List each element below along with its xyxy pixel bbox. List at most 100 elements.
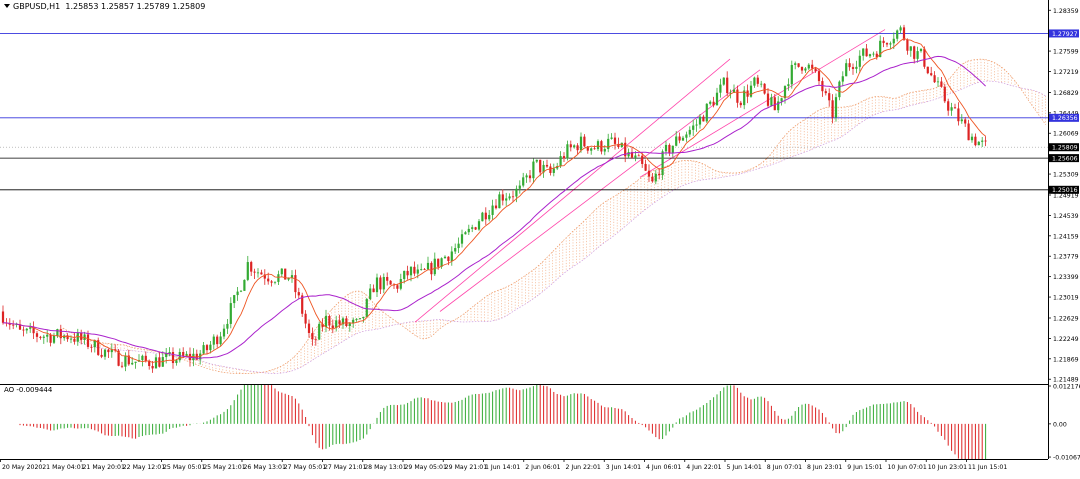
candle-body	[739, 102, 742, 106]
candle-body	[253, 271, 256, 273]
candle-body	[134, 361, 137, 363]
candle-body	[515, 188, 518, 197]
candle-body	[117, 350, 120, 366]
level-label: 1.27927	[1052, 31, 1078, 38]
time-tick-label: 20 May 2020	[2, 464, 42, 471]
price-tick-label: 1.24539	[1053, 213, 1079, 220]
candle-body	[375, 277, 379, 293]
candle-body	[365, 299, 368, 317]
time-tick-label: 27 May 21:01	[324, 464, 366, 471]
candle-body	[879, 40, 882, 58]
price-tick-label: 1.26069	[1053, 131, 1079, 138]
candle-body	[430, 262, 433, 275]
candle-body	[437, 258, 440, 267]
candle-body	[501, 194, 504, 201]
level-label: 1.25016	[1052, 187, 1078, 194]
level-labels: 1.27927 1.26356 1.25606 1.25016 1.25809	[1049, 29, 1079, 194]
candle-body	[923, 48, 926, 67]
candle-body	[443, 256, 447, 259]
candle-body	[545, 164, 549, 167]
candle-body	[236, 291, 239, 296]
candle-body	[90, 346, 93, 348]
candlesticks	[1, 24, 987, 373]
candle-body	[831, 100, 834, 118]
candle-body	[148, 360, 151, 366]
price-tick-label: 1.21869	[1053, 356, 1079, 363]
candle-body	[80, 332, 83, 340]
candle-body	[790, 64, 793, 85]
candle-body	[69, 338, 73, 340]
candle-body	[896, 30, 899, 39]
menu-triangle-icon[interactable]	[4, 4, 10, 8]
candle-body	[712, 101, 715, 106]
candle-body	[627, 152, 630, 157]
candle-body	[586, 146, 589, 151]
candle-body	[552, 168, 555, 173]
candle-body	[630, 152, 634, 158]
candle-body	[760, 83, 763, 85]
candle-body	[195, 353, 198, 360]
current-price-box	[1049, 143, 1079, 152]
candle-body	[93, 340, 96, 348]
time-tick-label: 4 Jun 06:01	[646, 464, 681, 471]
candle-body	[474, 227, 477, 230]
horizontal-levels[interactable]	[0, 33, 1048, 191]
level-label-box	[1049, 29, 1079, 38]
candle-body	[607, 138, 610, 150]
time-tick-label: 29 May 21:01	[445, 464, 487, 471]
candle-body	[420, 269, 423, 270]
price-tick-label: 1.27219	[1053, 69, 1079, 76]
candle-body	[454, 248, 457, 252]
candle-body	[256, 272, 260, 274]
price-tick-label: 1.24159	[1053, 233, 1079, 240]
candle-body	[484, 212, 487, 220]
candle-body	[882, 40, 885, 44]
candle-body	[127, 355, 130, 365]
candle-body	[318, 323, 321, 340]
candle-body	[933, 75, 936, 83]
time-tick-label: 2 Jun 22:01	[566, 464, 601, 471]
candle-body	[828, 93, 831, 101]
candle-body	[426, 262, 430, 270]
candle-body	[131, 362, 134, 365]
candle-body	[154, 357, 158, 369]
candle-body	[848, 63, 851, 68]
candle-body	[940, 81, 943, 87]
time-tick-label: 26 May 13:01	[244, 464, 286, 471]
candle-body	[685, 134, 688, 138]
candle-body	[511, 196, 515, 198]
candle-body	[467, 228, 470, 233]
candle-body	[209, 344, 212, 351]
candle-body	[49, 334, 52, 343]
candle-body	[386, 276, 389, 281]
price-tick-label: 1.26829	[1053, 90, 1079, 97]
candle-body	[726, 77, 729, 94]
candle-body	[834, 97, 838, 118]
candle-body	[447, 256, 450, 262]
price-tick-label: 1.28359	[1053, 8, 1079, 15]
candle-body	[804, 68, 807, 71]
time-tick-label: 21 May 20:01	[83, 464, 125, 471]
candle-body	[542, 164, 545, 173]
candle-body	[770, 97, 773, 106]
candle-body	[233, 295, 236, 304]
candle-body	[794, 63, 797, 65]
candle-body	[202, 345, 205, 354]
candle-body	[39, 336, 42, 338]
candle-body	[406, 270, 409, 276]
candle-body	[695, 124, 698, 126]
candle-body	[226, 323, 229, 329]
candle-body	[811, 64, 814, 69]
candle-body	[488, 214, 491, 220]
candle-body	[913, 46, 916, 59]
candle-body	[957, 108, 960, 122]
candle-body	[22, 329, 25, 331]
candle-body	[457, 243, 460, 249]
candle-body	[858, 55, 861, 67]
candle-body	[301, 295, 304, 314]
candle-body	[906, 39, 909, 51]
price-tick-label: 1.23779	[1053, 254, 1079, 261]
candle-body	[389, 280, 392, 285]
